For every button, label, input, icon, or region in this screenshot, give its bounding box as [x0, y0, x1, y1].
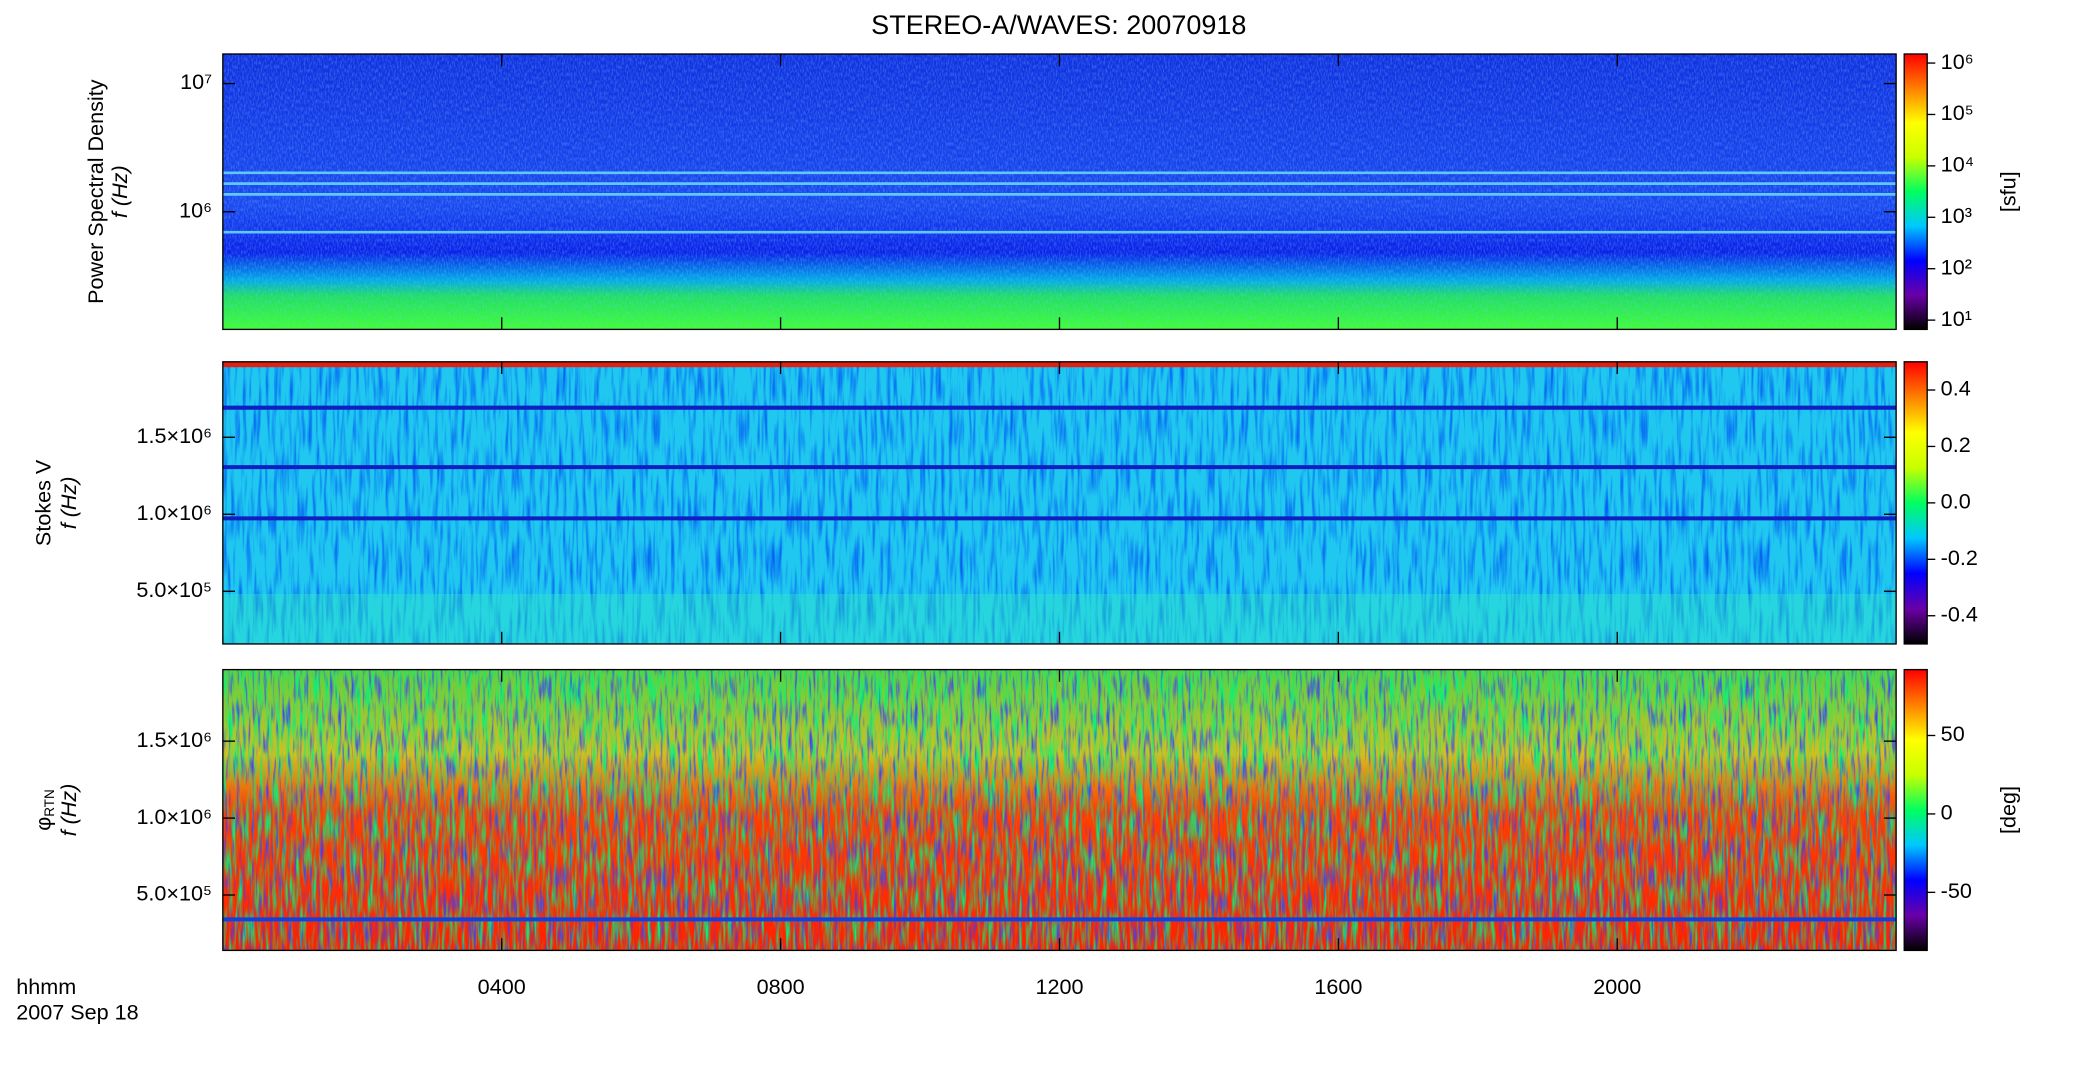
x-axis-label: hhmm — [16, 974, 76, 999]
colorbar-tick-label: 10⁴ — [1941, 152, 1974, 177]
x-tick-label: 1600 — [1314, 974, 1362, 999]
y-axis-unit: f (Hz) — [107, 165, 132, 218]
colorbar-tick-label: 50 — [1941, 721, 1965, 746]
colorbar-tick-label: -50 — [1941, 878, 1972, 903]
colorbar-tick-label: 0.0 — [1941, 489, 1971, 514]
y-axis-label-subscript: RTN — [42, 789, 57, 817]
y-axis-unit: f (Hz) — [56, 476, 81, 529]
x-tick-label: 1200 — [1035, 974, 1083, 999]
colorbar-tick-label: -0.2 — [1941, 545, 1978, 570]
y-axis-label-text: Stokes V — [30, 459, 55, 546]
x-tick-label: 0400 — [478, 974, 526, 999]
colorbar-label: [sfu] — [1995, 171, 2020, 212]
y-axis-label-text: Power Spectral Density — [83, 79, 108, 304]
y-tick-label: 10⁶ — [179, 197, 212, 222]
y-axis-label: Stokes V — [30, 459, 55, 546]
colorbar-tick-label: 10⁵ — [1941, 100, 1974, 125]
spectrogram-noise — [222, 669, 1897, 951]
colorbar — [1903, 361, 1928, 645]
x-axis-date: 2007 Sep 18 — [16, 1000, 139, 1025]
y-tick-label: 5.0×10⁵ — [136, 881, 212, 906]
colorbar-tick-label: 10⁶ — [1941, 49, 1974, 74]
y-axis-label: Power Spectral Density — [83, 79, 108, 304]
y-tick-label: 10⁷ — [180, 69, 212, 94]
colorbar-tick-label: 10² — [1941, 254, 1972, 279]
colorbar — [1903, 668, 1928, 952]
y-tick-label: 1.0×10⁶ — [136, 500, 212, 525]
colorbar-tick-label: 0 — [1941, 800, 1953, 825]
colorbar — [1903, 53, 1928, 331]
colorbar-tick-label: 10¹ — [1941, 306, 1972, 331]
colorbar-tick-label: 0.4 — [1941, 376, 1971, 401]
x-tick-label: 2000 — [1593, 974, 1641, 999]
colorbar-label: [deg] — [1995, 786, 2020, 834]
chart-title: STEREO-A/WAVES: 20070918 — [871, 10, 1246, 40]
x-tick-label: 0800 — [757, 974, 805, 999]
y-axis-label: φRTN — [30, 789, 56, 831]
y-tick-label: 1.5×10⁶ — [136, 727, 212, 752]
y-tick-label: 1.0×10⁶ — [136, 804, 212, 829]
colorbar-tick-label: 0.2 — [1941, 432, 1971, 457]
y-tick-label: 5.0×10⁵ — [136, 577, 212, 602]
y-tick-label: 1.5×10⁶ — [136, 423, 212, 448]
y-axis-label-text: φ — [30, 817, 55, 831]
colorbar-tick-label: -0.4 — [1941, 601, 1978, 626]
colorbar-tick-label: 10³ — [1941, 203, 1972, 228]
y-axis-unit: f (Hz) — [56, 784, 81, 837]
spectrogram-noise — [222, 54, 1897, 330]
